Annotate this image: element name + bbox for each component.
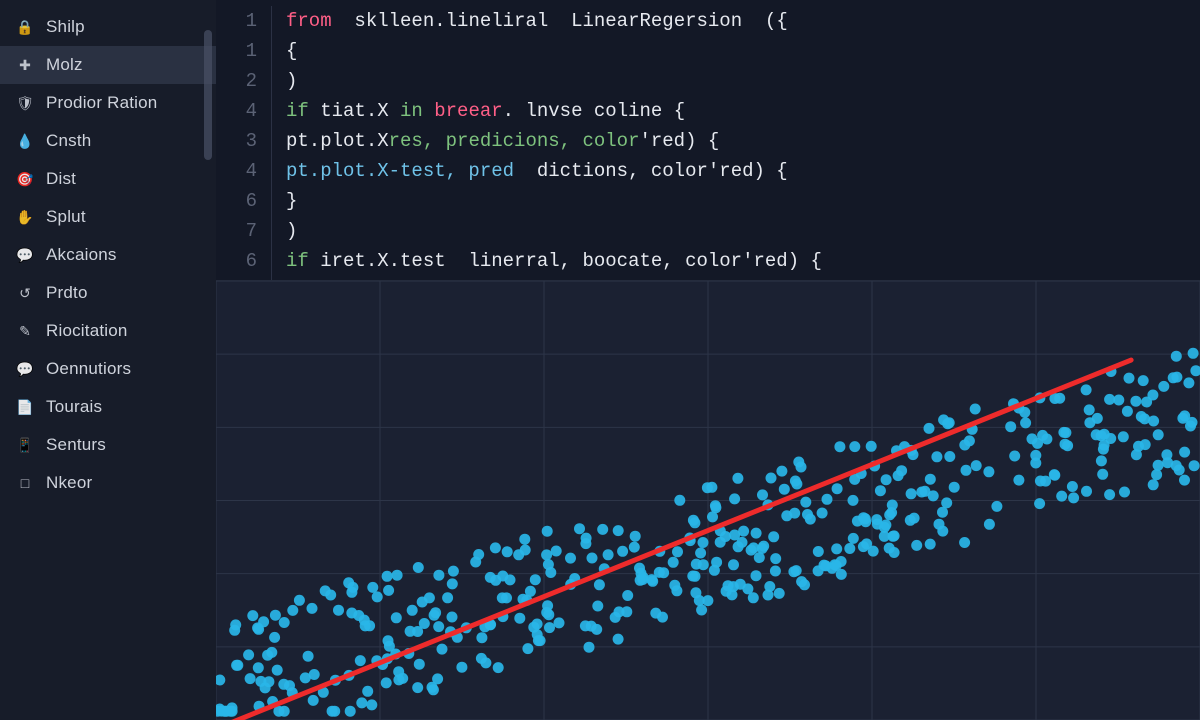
line-number: 6 (216, 246, 272, 276)
lock-icon: 🔒 (16, 18, 34, 36)
scatter-chart-svg: 545 (216, 281, 1200, 720)
line-content: ) (286, 66, 297, 96)
sidebar-item-label: Nkeor (46, 473, 92, 493)
sidebar-item-label: Cnsth (46, 131, 91, 151)
sidebar-item-akcaions[interactable]: 💬 Akcaions (0, 236, 216, 274)
code-lines: 1 from sklleen.lineliral LinearRegersion … (216, 6, 1200, 281)
sidebar-item-label: Prdto (46, 283, 88, 303)
shield-plus-icon: ✚ (16, 56, 34, 74)
line-content: if tiat.X in breear. lnvse coline { (286, 96, 685, 126)
device-icon: 📱 (16, 436, 34, 454)
card-icon: 📄 (16, 398, 34, 416)
scatter-chart-container[interactable]: 545 (216, 281, 1200, 720)
hand-icon: ✋ (16, 208, 34, 226)
square-icon: □ (16, 474, 34, 492)
pencil-icon: ✎ (16, 322, 34, 340)
sidebar-item-cnsth[interactable]: 💧 Cnsth (0, 122, 216, 160)
line-number: 4 (216, 96, 272, 126)
code-line-2: 1{ (216, 36, 1200, 66)
line-number: 2 (216, 66, 272, 96)
line-content: from sklleen.lineliral LinearRegersion (… (286, 6, 788, 36)
code-line-1: 1 from sklleen.lineliral LinearRegersion … (216, 6, 1200, 36)
line-content: if iret.X.test linerral, boocate, color'… (286, 246, 822, 276)
shield-arrow-icon: ↺ (16, 284, 34, 302)
line-content: } (286, 186, 297, 216)
line-number: 4 (216, 156, 272, 186)
sidebar-item-prdto[interactable]: ↺ Prdto (0, 274, 216, 312)
sidebar-item-oennutiors[interactable]: 💬 Oennutiors (0, 350, 216, 388)
chart-gridlines (216, 281, 1200, 720)
line-number: 6 (216, 186, 272, 216)
code-line-6: 4 pt.plot.X-test, pred dictions, color're… (216, 156, 1200, 186)
code-line-5: 3 pt.plot.Xres, predicions, color'red) { (216, 126, 1200, 156)
sidebar-item-label: Molz (46, 55, 83, 75)
line-content: ) (286, 216, 297, 246)
sidebar-item-label: Oennutiors (46, 359, 131, 379)
sidebar-item-label: Prodior Ration (46, 93, 157, 113)
code-line-4: 4 if tiat.X in breear. lnvse coline { (216, 96, 1200, 126)
regression-line (216, 360, 1131, 720)
main-panel: 1 from sklleen.lineliral LinearRegersion … (216, 0, 1200, 720)
sidebar-item-label: Riocitation (46, 321, 128, 341)
chat-icon: 💬 (16, 246, 34, 264)
app-window: 🔒 Shilp ✚ Molz 🛡 Prodior Ration 💧 Cnsth 🎯 Dist ✋ Sp… (0, 0, 1200, 720)
sidebar-item-molz[interactable]: ✚ Molz (0, 46, 216, 84)
target-icon: 🎯 (16, 170, 34, 188)
sidebar-item-prodior-ration[interactable]: 🛡 Prodior Ration (0, 84, 216, 122)
droplet-icon: 💧 (16, 132, 34, 150)
line-number: 7 (216, 216, 272, 246)
line-number: 1 (216, 6, 272, 36)
sidebar-item-label: Senturs (46, 435, 106, 455)
sidebar-item-label: Dist (46, 169, 76, 189)
sidebar-item-dist[interactable]: 🎯 Dist (0, 160, 216, 198)
sidebar-scrollbar[interactable] (204, 30, 212, 160)
sidebar-item-label: Tourais (46, 397, 102, 417)
sidebar-item-tourais[interactable]: 📄 Tourais (0, 388, 216, 426)
sidebar-item-shilp[interactable]: 🔒 Shilp (0, 8, 216, 46)
sidebar-item-riocitation[interactable]: ✎ Riocitation (0, 312, 216, 350)
line-content: { (286, 36, 297, 66)
line-content: pt.plot.Xres, predicions, color'red) { (286, 126, 719, 156)
sidebar-item-nkeor[interactable]: □ Nkeor (0, 464, 216, 502)
code-line-3: 2) (216, 66, 1200, 96)
sidebar-item-label: Akcaions (46, 245, 117, 265)
sidebar-item-label: Splut (46, 207, 86, 227)
sidebar-item-senturs[interactable]: 📱 Senturs (0, 426, 216, 464)
code-line-8: 7) (216, 216, 1200, 246)
line-number: 3 (216, 126, 272, 156)
sidebar: 🔒 Shilp ✚ Molz 🛡 Prodior Ration 💧 Cnsth 🎯 Dist ✋ Sp… (0, 0, 216, 720)
line-number: 1 (216, 36, 272, 66)
chat-box-icon: 💬 (16, 360, 34, 378)
shield-icon: 🛡 (16, 94, 34, 112)
line-content: pt.plot.X-test, pred dictions, color'red… (286, 156, 788, 186)
sidebar-item-splut[interactable]: ✋ Splut (0, 198, 216, 236)
code-line-9: 6 if iret.X.test linerral, boocate, color… (216, 246, 1200, 276)
code-line-7: 6} (216, 186, 1200, 216)
sidebar-item-label: Shilp (46, 17, 85, 37)
code-editor[interactable]: 1 from sklleen.lineliral LinearRegersion … (216, 0, 1200, 281)
